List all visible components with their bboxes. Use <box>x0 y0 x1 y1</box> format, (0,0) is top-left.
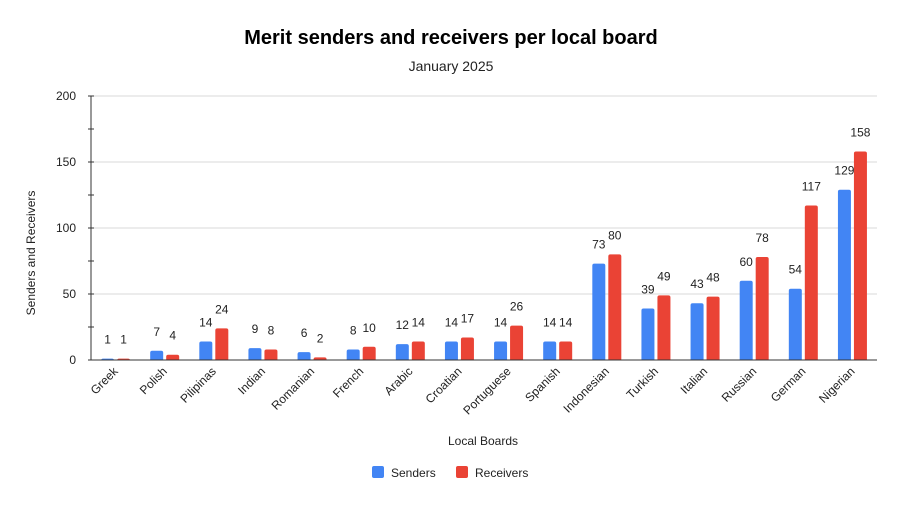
bar-receivers <box>313 357 327 360</box>
y-tick-label: 100 <box>56 221 76 235</box>
x-tick-label: German <box>768 364 809 405</box>
data-label: 48 <box>706 271 720 285</box>
data-label: 14 <box>412 316 426 330</box>
x-tick-label: Polish <box>137 364 170 397</box>
data-label: 49 <box>657 269 671 283</box>
bar-receivers <box>608 254 622 360</box>
data-label: 9 <box>252 322 259 336</box>
bar-receivers <box>411 341 425 360</box>
bar-receivers <box>166 354 180 360</box>
x-tick-label: Romanian <box>269 364 318 413</box>
data-label: 1 <box>120 333 127 347</box>
legend: Senders Receivers <box>372 466 528 480</box>
bar-senders <box>248 348 262 360</box>
x-tick-label: Turkish <box>624 364 661 401</box>
chart-subtitle: January 2025 <box>409 58 494 74</box>
data-label: 129 <box>834 164 854 178</box>
x-axis-title: Local Boards <box>448 434 518 448</box>
bar-receivers <box>706 296 720 360</box>
data-label: 14 <box>559 316 573 330</box>
y-tick-label: 50 <box>63 287 77 301</box>
bar-receivers <box>510 325 524 360</box>
data-label: 54 <box>789 263 803 277</box>
data-label: 4 <box>169 329 176 343</box>
data-label: 39 <box>641 283 655 297</box>
bar-senders <box>494 341 508 360</box>
y-axis-title: Senders and Receivers <box>24 191 38 316</box>
x-tick-label: Indian <box>235 364 268 397</box>
bar-senders <box>346 349 360 360</box>
bar-senders <box>150 350 164 360</box>
data-label: 117 <box>802 180 821 194</box>
data-label: 43 <box>690 277 704 291</box>
x-tick-label: Pilipinas <box>177 364 219 406</box>
bar-senders <box>690 303 704 360</box>
bar-receivers <box>804 205 818 360</box>
data-label: 6 <box>301 326 308 340</box>
bar-senders <box>592 263 606 360</box>
data-label: 73 <box>592 238 606 252</box>
bar-senders <box>297 352 311 360</box>
data-label: 14 <box>543 316 557 330</box>
data-label: 14 <box>494 316 508 330</box>
y-tick-label: 0 <box>69 353 76 367</box>
x-axis-ticks: Greek Polish Pilipinas Indian Romanian French… <box>88 359 877 418</box>
bar-senders <box>788 288 802 360</box>
data-label: 7 <box>153 325 160 339</box>
y-axis-ticks: 0 50 100 150 200 <box>56 89 94 367</box>
legend-swatch-receivers <box>456 466 468 478</box>
data-label: 158 <box>850 125 870 139</box>
data-label: 78 <box>756 231 770 245</box>
bar-senders <box>739 280 753 360</box>
bar-receivers <box>853 151 867 360</box>
x-tick-label: Arabic <box>381 364 415 398</box>
bar-senders <box>641 308 655 360</box>
data-label: 12 <box>396 318 410 332</box>
data-label: 10 <box>363 321 377 335</box>
x-tick-label: Indonesian <box>561 364 612 415</box>
y-tick-label: 150 <box>56 155 76 169</box>
bar-receivers <box>657 295 671 360</box>
bar-receivers <box>215 328 229 360</box>
x-tick-label: Russian <box>719 364 760 405</box>
data-label: 2 <box>317 331 324 345</box>
y-tick-label: 200 <box>56 89 76 103</box>
bar-receivers <box>755 257 769 360</box>
bar-senders <box>543 341 557 360</box>
legend-swatch-senders <box>372 466 384 478</box>
bars <box>101 151 867 361</box>
data-label: 1 <box>104 333 111 347</box>
x-tick-label: Greek <box>88 364 122 398</box>
data-label: 14 <box>445 316 459 330</box>
bar-senders <box>199 341 213 360</box>
bar-receivers <box>362 346 376 360</box>
data-label: 8 <box>350 323 357 337</box>
data-label: 8 <box>268 323 275 337</box>
bar-senders <box>444 341 458 360</box>
x-tick-label: Portuguese <box>460 364 514 418</box>
bar-receivers <box>264 349 278 360</box>
data-label: 60 <box>740 255 754 269</box>
bar-senders <box>837 189 851 360</box>
legend-label: Senders <box>391 466 436 480</box>
data-label: 17 <box>461 312 475 326</box>
x-tick-label: Italian <box>678 364 711 397</box>
data-label: 14 <box>199 316 213 330</box>
data-label: 26 <box>510 300 524 314</box>
x-tick-label: Nigerian <box>816 364 858 406</box>
data-label: 24 <box>215 302 229 316</box>
bar-receivers <box>559 341 573 360</box>
chart-title: Merit senders and receivers per local bo… <box>244 27 658 49</box>
legend-label: Receivers <box>475 466 528 480</box>
bar-receivers <box>460 337 474 360</box>
x-tick-label: French <box>330 364 366 400</box>
x-tick-label: Croatian <box>423 364 465 406</box>
bar-senders <box>395 344 409 360</box>
x-tick-label: Spanish <box>522 364 563 405</box>
data-label: 80 <box>608 228 622 242</box>
